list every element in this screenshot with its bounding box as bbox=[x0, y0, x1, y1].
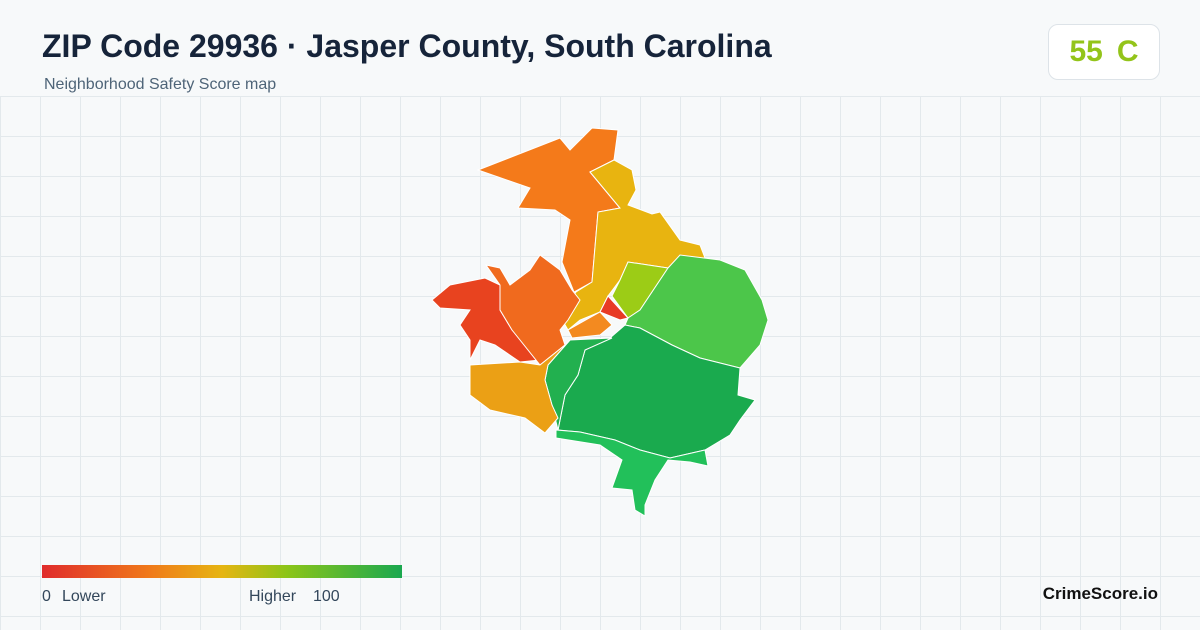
score-grade: C bbox=[1116, 35, 1139, 68]
region bbox=[469, 339, 571, 434]
header bbox=[0, 0, 1200, 96]
region bbox=[431, 277, 542, 363]
region bbox=[599, 295, 629, 321]
region bbox=[555, 429, 709, 517]
legend-min: 0 bbox=[42, 588, 51, 605]
legend-max: 100 bbox=[313, 588, 340, 605]
title: ZIP Code 29936 · Jasper County, South Ca… bbox=[42, 28, 772, 64]
region bbox=[484, 254, 581, 366]
region bbox=[567, 311, 613, 339]
legend-max-label: Higher bbox=[249, 588, 297, 605]
score-badge: 55 C bbox=[1048, 24, 1160, 80]
legend-gradient bbox=[42, 565, 402, 578]
brand: CrimeScore.io bbox=[1042, 584, 1158, 603]
legend-min-label: Lower bbox=[62, 588, 106, 605]
subtitle: Neighborhood Safety Score map bbox=[44, 76, 277, 93]
score-value: 55 bbox=[1069, 35, 1103, 68]
